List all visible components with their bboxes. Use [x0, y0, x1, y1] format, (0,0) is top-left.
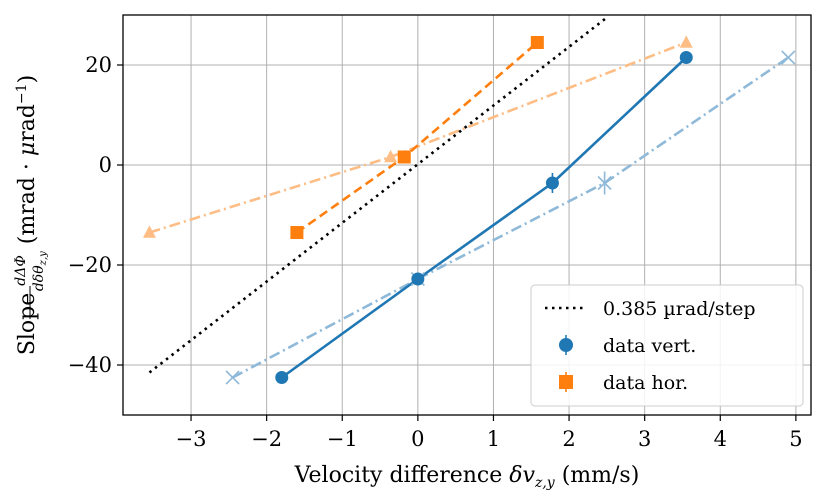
x-tick-label: −2: [251, 427, 282, 451]
square-marker: [290, 226, 304, 239]
x-tick-label: 1: [487, 427, 500, 451]
square-marker: [530, 36, 544, 49]
x-marker-stroke: [225, 370, 240, 385]
axis-ticks: −3 −2 −1 0 1 2 3 4 5 −40 −20 0 20: [68, 53, 803, 451]
x-marker: [597, 175, 612, 191]
legend-label: 0.385 µrad/step: [603, 298, 756, 320]
circle-marker: [411, 272, 425, 286]
square-marker: [559, 375, 573, 389]
series-line-3: [232, 56, 790, 379]
series-marks: [142, 35, 796, 385]
x-marker-stroke: [597, 175, 612, 191]
y-axis-label: Slope dΔΦ dδθz,y (mrad · μrad−1): [13, 75, 49, 355]
legend-box: [530, 284, 804, 407]
y-tick-label: −20: [68, 253, 112, 277]
legend: 0.385 µrad/step data vert. data hor.: [530, 284, 804, 407]
x-tick-label: 4: [714, 427, 727, 451]
circle-marker: [679, 51, 693, 64]
x-tick-label: 5: [789, 427, 802, 451]
legend-label: data vert.: [603, 335, 696, 357]
x-axis-label: Velocity difference δvz,y (mm/s): [294, 463, 640, 491]
triangle-marker: [384, 149, 398, 163]
x-tick-label: −1: [327, 427, 358, 451]
x-tick-label: 3: [638, 427, 651, 451]
x-marker-stroke: [781, 50, 796, 65]
circle-marker: [275, 371, 289, 384]
triangle-marker: [142, 225, 156, 238]
x-tick-label: 2: [562, 427, 575, 451]
y-tick-label: 0: [99, 153, 112, 177]
legend-label: data hor.: [603, 372, 688, 394]
series-line-1: [281, 56, 688, 379]
square-marker: [397, 150, 411, 164]
y-tick-label: 20: [85, 53, 112, 77]
y-tick-label: −40: [68, 353, 112, 377]
plot-frame: [122, 14, 812, 416]
x-marker: [225, 370, 240, 385]
x-tick-label: −3: [176, 427, 207, 451]
circle-marker: [545, 176, 559, 190]
triangle-marker: [679, 35, 693, 48]
series-line-2: [296, 41, 539, 234]
circle-marker: [559, 338, 573, 352]
x-tick-label: 0: [411, 427, 424, 451]
x-marker: [781, 50, 796, 65]
